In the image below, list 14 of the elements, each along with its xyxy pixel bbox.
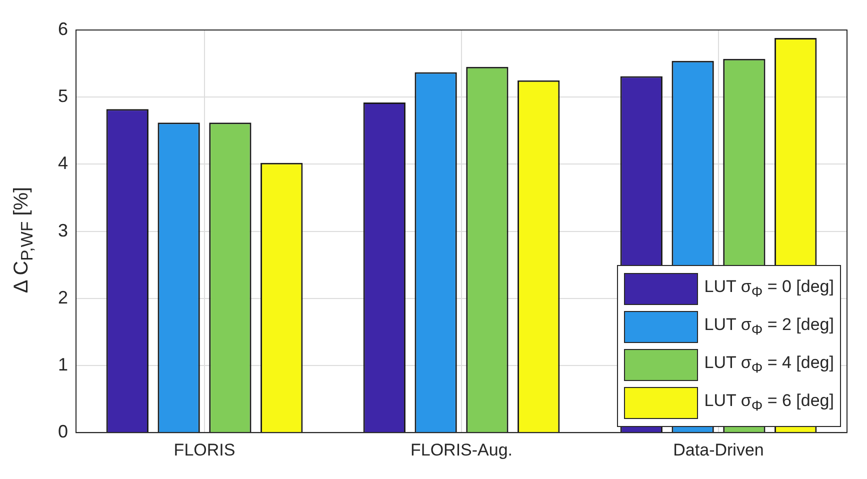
y-tick-label: 4: [58, 153, 68, 174]
y-tick-label: 5: [58, 86, 68, 106]
y-tick-label: 1: [58, 354, 68, 374]
x-tick-label: FLORIS-Aug.: [410, 440, 513, 460]
y-tick-label: 3: [58, 220, 68, 240]
x-tick-label: FLORIS: [174, 440, 236, 460]
y-tick-label: 6: [58, 18, 68, 39]
legend-label: LUT σ$_{Φ}$ = 0 [deg]: [704, 276, 834, 300]
y-tick-label: 0: [58, 422, 68, 442]
legend-label: LUT σ$_{Φ}$ = 6 [deg]: [704, 390, 834, 414]
x-tick-label: Data-Driven: [673, 440, 764, 460]
y-tick-label: 2: [58, 287, 68, 308]
legend-label: LUT σ$_{Φ}$ = 4 [deg]: [704, 352, 834, 376]
legend-label: LUT σ$_{Φ}$ = 2 [deg]: [704, 314, 834, 338]
